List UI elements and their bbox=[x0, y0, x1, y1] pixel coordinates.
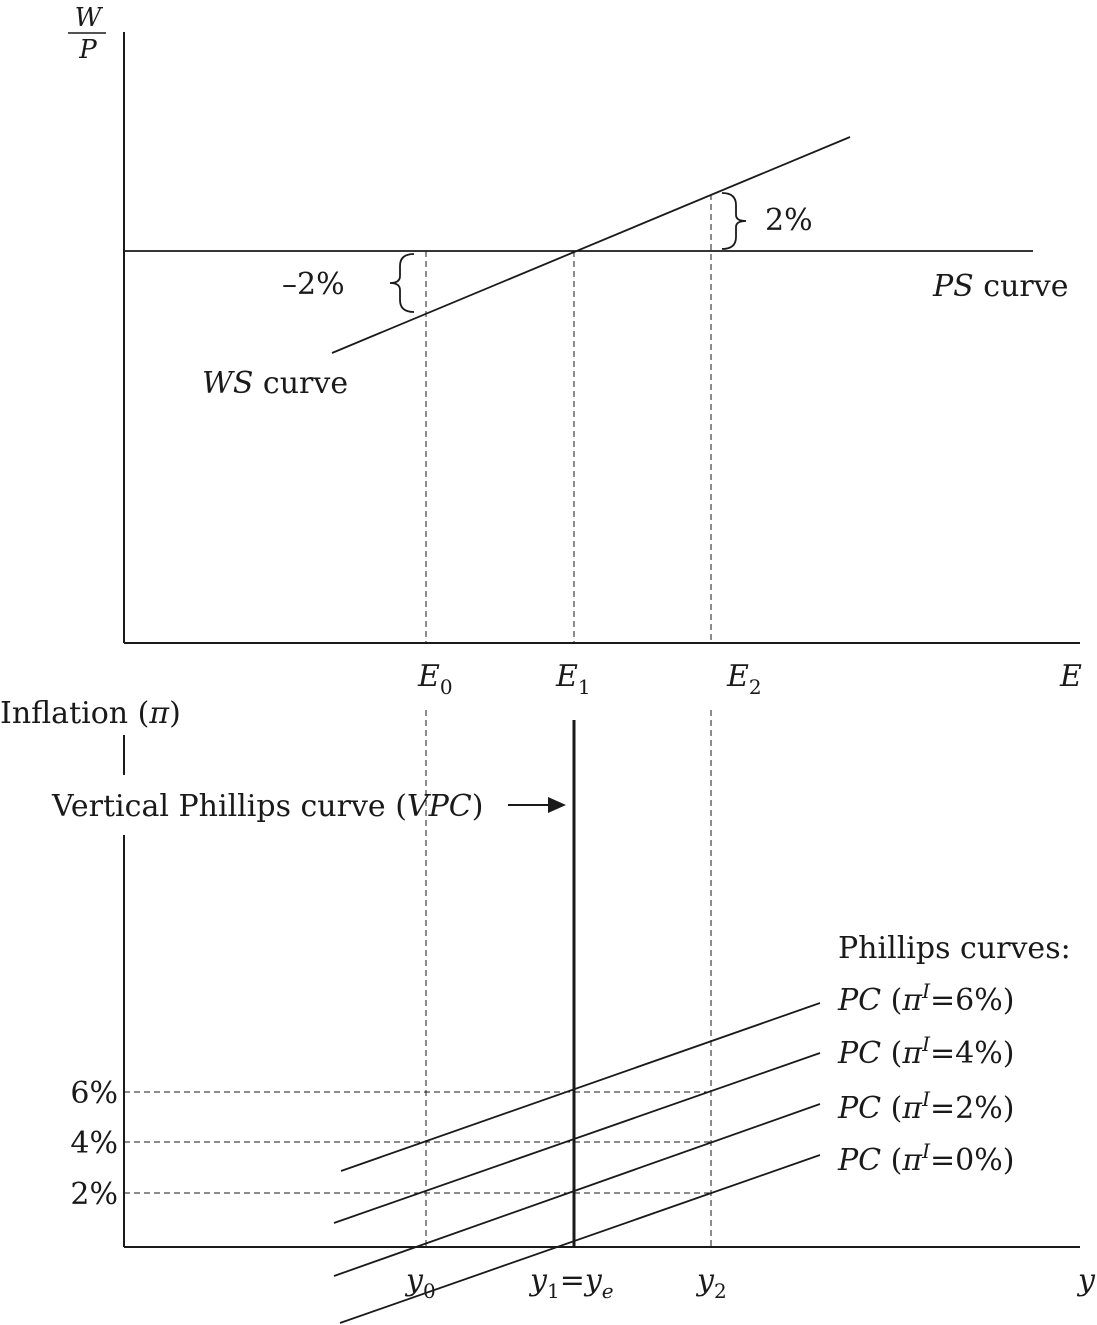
tick-y1-ye: y1=ye bbox=[528, 1263, 614, 1303]
phillips-legend-title: Phillips curves: bbox=[838, 931, 1071, 966]
tick-E2: E2 bbox=[726, 659, 762, 699]
vpc-arrow-head bbox=[548, 797, 566, 813]
top-x-axis-label: E bbox=[1059, 659, 1082, 694]
tick-E1: E1 bbox=[555, 659, 591, 699]
y-tick-4: 4% bbox=[70, 1126, 118, 1161]
bottom-x-axis-label: y bbox=[1076, 1263, 1096, 1298]
tick-E0: E0 bbox=[417, 659, 453, 699]
pc-2 bbox=[333, 1103, 821, 1277]
gap-below-label: –2% bbox=[282, 267, 345, 302]
ps-curve-label: PS curve bbox=[932, 269, 1068, 304]
vpc-label: Vertical Phillips curve (VPC) bbox=[51, 789, 483, 824]
bottom-panel: Inflation (π) Vertical Phillips curve (V… bbox=[0, 696, 1096, 1324]
pc-0-label: PC (πI=0%) bbox=[837, 1139, 1014, 1178]
gap-above-label: 2% bbox=[765, 203, 813, 238]
pc-4-label: PC (πI=4%) bbox=[837, 1032, 1014, 1071]
brace-below bbox=[389, 253, 415, 313]
top-panel: W P 2% –2% PS curve WS curve E0 E1 E2 E bbox=[68, 3, 1082, 699]
ws-curve bbox=[331, 136, 851, 354]
pc-2-label: PC (πI=2%) bbox=[837, 1087, 1014, 1126]
pc-6 bbox=[340, 1002, 821, 1172]
brace-above bbox=[721, 192, 747, 250]
top-y-axis-numerator: W bbox=[75, 3, 104, 33]
tick-y0: y0 bbox=[404, 1263, 436, 1303]
pc-6-label: PC (πI=6%) bbox=[837, 979, 1014, 1018]
pc-4 bbox=[333, 1052, 821, 1224]
inflation-axis-label: Inflation (π) bbox=[0, 696, 181, 731]
y-tick-2: 2% bbox=[70, 1177, 118, 1212]
y-tick-6: 6% bbox=[70, 1076, 118, 1111]
tick-y2: y2 bbox=[695, 1263, 727, 1303]
ws-curve-label: WS curve bbox=[202, 366, 348, 401]
top-y-axis-denominator: P bbox=[78, 35, 97, 65]
pc-0 bbox=[339, 1154, 821, 1324]
